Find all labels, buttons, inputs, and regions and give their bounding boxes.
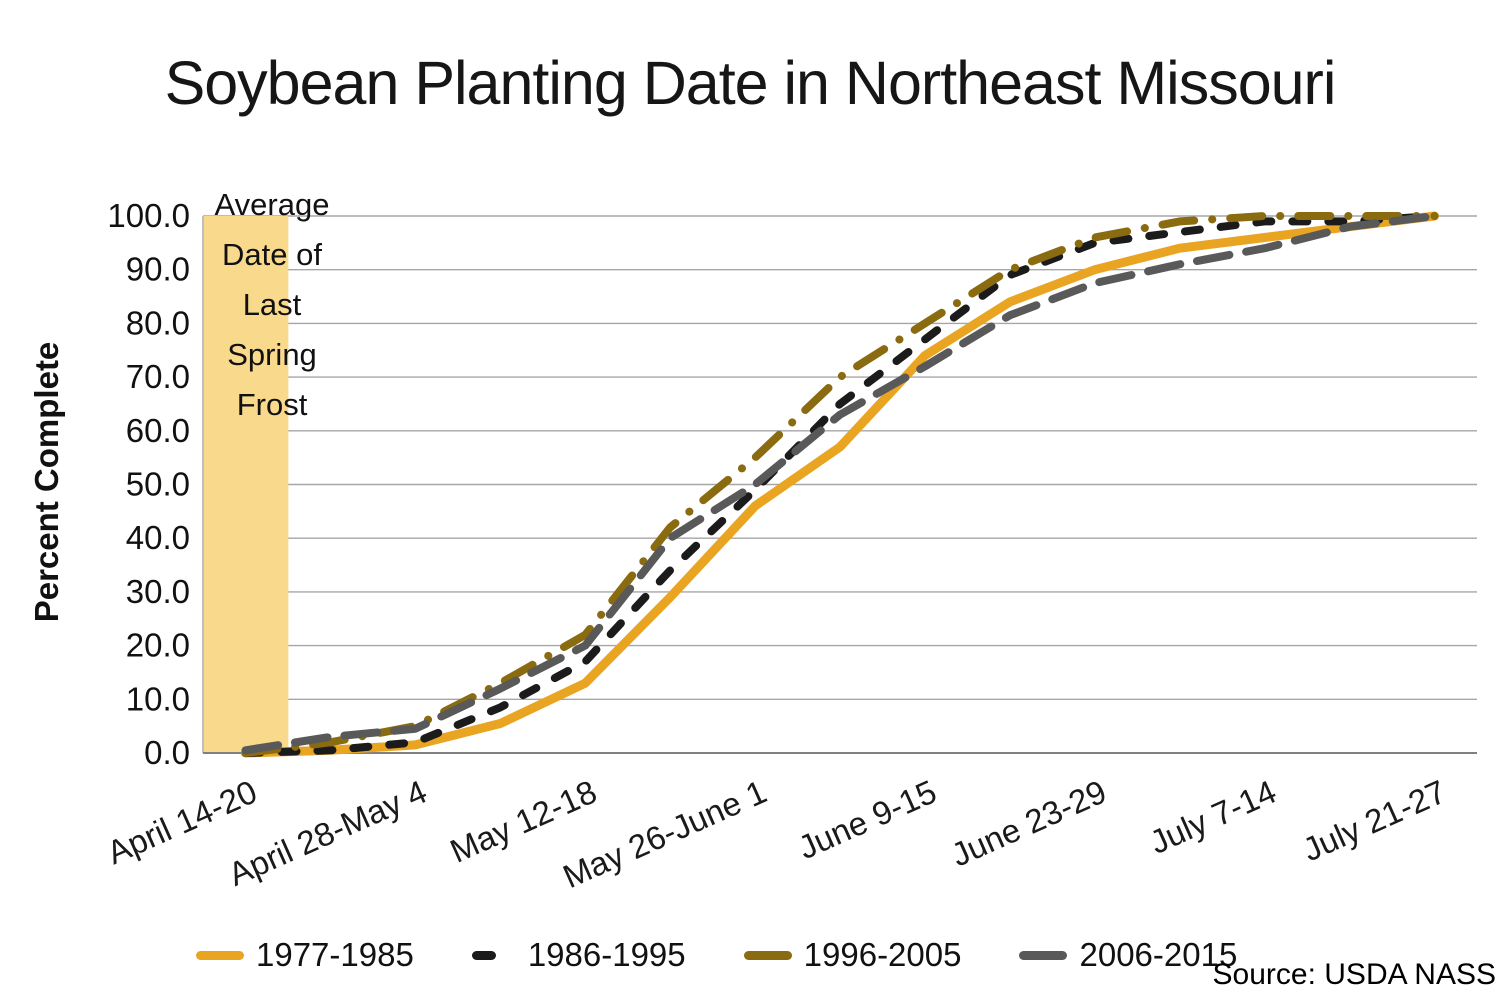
y-tick-label: 80.0	[126, 304, 190, 341]
y-tick-label: 60.0	[126, 412, 190, 449]
series-line-1986-1995	[241, 212, 1439, 757]
x-tick-label: July 21-27	[1297, 773, 1451, 869]
chart-title: Soybean Planting Date in Northeast Misso…	[164, 49, 1337, 117]
y-tick-label: 0.0	[144, 734, 190, 771]
x-tick-label: July 7-14	[1144, 773, 1281, 861]
frost-annotation-line: Frost	[236, 387, 308, 422]
frost-annotation-line: Date of	[222, 237, 322, 272]
legend-swatch-dark-gold	[743, 950, 792, 960]
legend-item-1986-1995: 1986-1995	[471, 936, 686, 974]
y-tick-label: 40.0	[126, 519, 190, 556]
series-line-2006-2015	[241, 212, 1439, 755]
y-tick-label: 100.0	[107, 197, 190, 234]
frost-band	[203, 216, 289, 753]
legend-swatch-gray	[1019, 950, 1068, 960]
legend-label: 2006-2015	[1079, 936, 1238, 973]
x-tick-label: June 23-29	[946, 773, 1112, 874]
legend-swatch-dashed-black	[471, 950, 496, 960]
frost-annotation-line: Last	[242, 287, 302, 322]
legend-item-2006-2015: 2006-2015	[1019, 936, 1237, 974]
legend-label: 1996-2005	[803, 936, 962, 973]
frost-annotation-line: Spring	[227, 337, 317, 372]
y-tick-label: 50.0	[126, 466, 190, 503]
y-tick-label: 30.0	[126, 573, 190, 610]
source-credit: Source: USDA NASS	[1212, 958, 1496, 991]
legend: 1977-1985 1986-1995 1996-2005 2006-2015	[196, 936, 1237, 974]
frost-annotation-line: Average	[214, 187, 330, 222]
legend-swatch-solid-gold	[196, 950, 244, 960]
frost-annotation: Average Date of Last Spring Frost	[190, 180, 354, 430]
y-tick-label: 20.0	[126, 627, 190, 664]
legend-label: 1977-1985	[256, 936, 414, 973]
legend-item-1996-2005: 1996-2005	[743, 936, 962, 974]
y-tick-label: 10.0	[126, 680, 190, 717]
x-tick-label: June 9-15	[793, 773, 942, 867]
legend-label: 1986-1995	[527, 936, 686, 973]
series-line-1977-1985	[241, 211, 1439, 758]
y-tick-label: 70.0	[126, 358, 190, 395]
legend-item-1977-1985: 1977-1985	[196, 936, 414, 974]
y-tick-label: 90.0	[126, 251, 190, 288]
